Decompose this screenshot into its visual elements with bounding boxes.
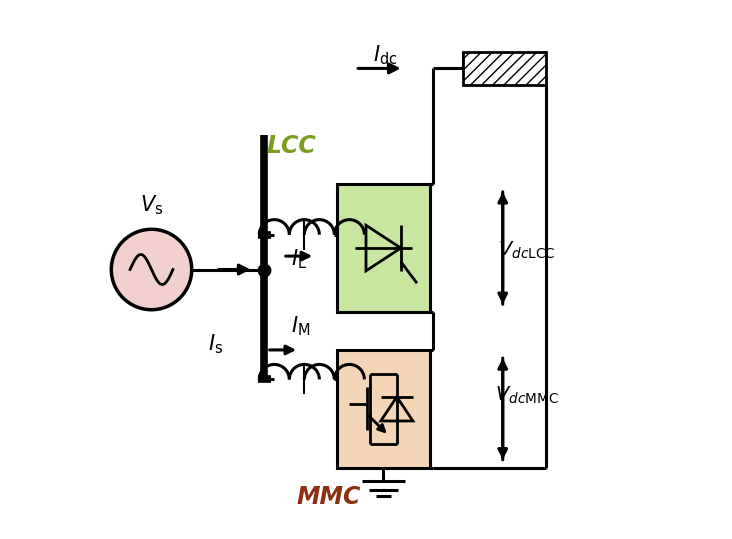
Text: $I_\mathrm{M}$: $I_\mathrm{M}$ [291, 314, 310, 337]
Text: $I_\mathrm{dc}$: $I_\mathrm{dc}$ [373, 43, 397, 67]
Text: $V_{dc\mathrm{LCC}}$: $V_{dc\mathrm{LCC}}$ [498, 240, 556, 261]
Circle shape [111, 229, 192, 310]
Bar [337, 184, 430, 313]
Bar [337, 350, 430, 468]
Text: LCC: LCC [266, 134, 315, 158]
Text: MMC: MMC [296, 486, 361, 509]
Text: $V_{dc\mathrm{MMC}}$: $V_{dc\mathrm{MMC}}$ [495, 385, 559, 406]
Text: $V_\mathrm{s}$: $V_\mathrm{s}$ [140, 194, 163, 217]
Bar [463, 52, 545, 85]
Text: $I_\mathrm{L}$: $I_\mathrm{L}$ [291, 247, 307, 271]
Text: $I_\mathrm{s}$: $I_\mathrm{s}$ [209, 333, 223, 356]
